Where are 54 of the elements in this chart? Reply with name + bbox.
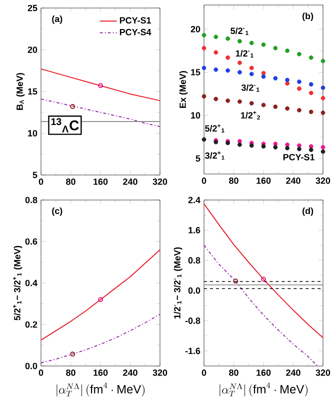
y-tick-label: 1.6 bbox=[188, 227, 200, 234]
x-tick-label: 160 bbox=[94, 370, 108, 376]
y-tick-label: 10 bbox=[28, 130, 38, 136]
y-axis-title: 5/2$^{+}$$_{1}$− 3/2$^{+}$$_{1}$ (MeV) bbox=[12, 246, 22, 320]
legend-label: PCY-S1 bbox=[120, 17, 151, 24]
x-tick-label: 320 bbox=[316, 370, 330, 376]
x-tick-label: 80 bbox=[66, 178, 76, 185]
y-tick-label: 0.8 bbox=[188, 257, 200, 264]
x-tick-label: 240 bbox=[123, 370, 138, 376]
x-tick-label: 320 bbox=[152, 370, 168, 376]
y-tick-label: 5 bbox=[32, 172, 38, 178]
x-tick-label: 320 bbox=[316, 178, 330, 184]
text: (d) bbox=[302, 207, 314, 216]
x-tick-label: 0 bbox=[38, 370, 44, 376]
y-tick-label: 25 bbox=[28, 4, 38, 12]
x-tick-label: 0 bbox=[38, 178, 44, 185]
text: (b) bbox=[302, 12, 314, 22]
y-tick-label: 0.0 bbox=[188, 287, 200, 294]
x-tick-label: 320 bbox=[152, 178, 168, 185]
y-tick-label: 20 bbox=[190, 26, 200, 32]
x-tick-label: 160 bbox=[94, 178, 108, 185]
legend-label: PCY-S4 bbox=[120, 28, 152, 36]
text: (c) bbox=[52, 207, 62, 216]
y-axis-title: 1/2$^{-}$$_{1}$− 3/2$^{-}$$_{1}$ (MeV) bbox=[174, 247, 182, 319]
y-tick-label: 0.2 bbox=[25, 321, 38, 328]
x-tick-label: 80 bbox=[229, 370, 238, 376]
text: (a) bbox=[52, 16, 62, 24]
y-axis-title: B$_{Λ}$ (MeV) bbox=[16, 73, 25, 110]
y-tick-label: 10 bbox=[191, 112, 200, 119]
y-tick-label: 0.8 bbox=[25, 196, 38, 204]
y-tick-label: 15 bbox=[28, 88, 38, 95]
x-axis-title: $|\alpha_{T}^{N\Lambda}|\,(\mathrm{fm}^{4}\cdot\mathrm{MeV})$ bbox=[220, 382, 308, 396]
y-tick-label: -1.6 bbox=[185, 348, 200, 354]
x-tick-label: 0 bbox=[202, 370, 206, 376]
x-tick-label: 80 bbox=[66, 370, 76, 376]
x-tick-label: 240 bbox=[286, 178, 300, 184]
x-tick-label: 240 bbox=[123, 178, 138, 185]
y-tick-label: 2.4 bbox=[188, 196, 200, 204]
y-tick-label: 15 bbox=[191, 69, 200, 76]
x-tick-label: 160 bbox=[256, 370, 271, 376]
y-tick-label: -0.8 bbox=[185, 318, 200, 324]
x-tick-label: 160 bbox=[256, 178, 271, 184]
y-tick-label: 0.6 bbox=[25, 238, 38, 245]
annotation: PCY-S1 bbox=[283, 154, 314, 160]
y-tick-label: 0.0 bbox=[25, 362, 38, 370]
y-tick-label: 0.4 bbox=[25, 280, 38, 286]
x-tick-label: 80 bbox=[229, 178, 238, 184]
annotation: 13$_{Λ}$C bbox=[51, 118, 79, 132]
y-axis-title: Ex (MeV) bbox=[179, 71, 188, 108]
y-tick-label: 5 bbox=[196, 155, 200, 162]
x-axis-title: $|\alpha_{T}^{N\Lambda}|\,(\mathrm{fm}^{4}\cdot\mathrm{MeV})$ bbox=[56, 382, 145, 396]
x-tick-label: 240 bbox=[286, 370, 300, 376]
x-tick-label: 0 bbox=[202, 178, 206, 184]
y-tick-label: 20 bbox=[28, 46, 38, 53]
